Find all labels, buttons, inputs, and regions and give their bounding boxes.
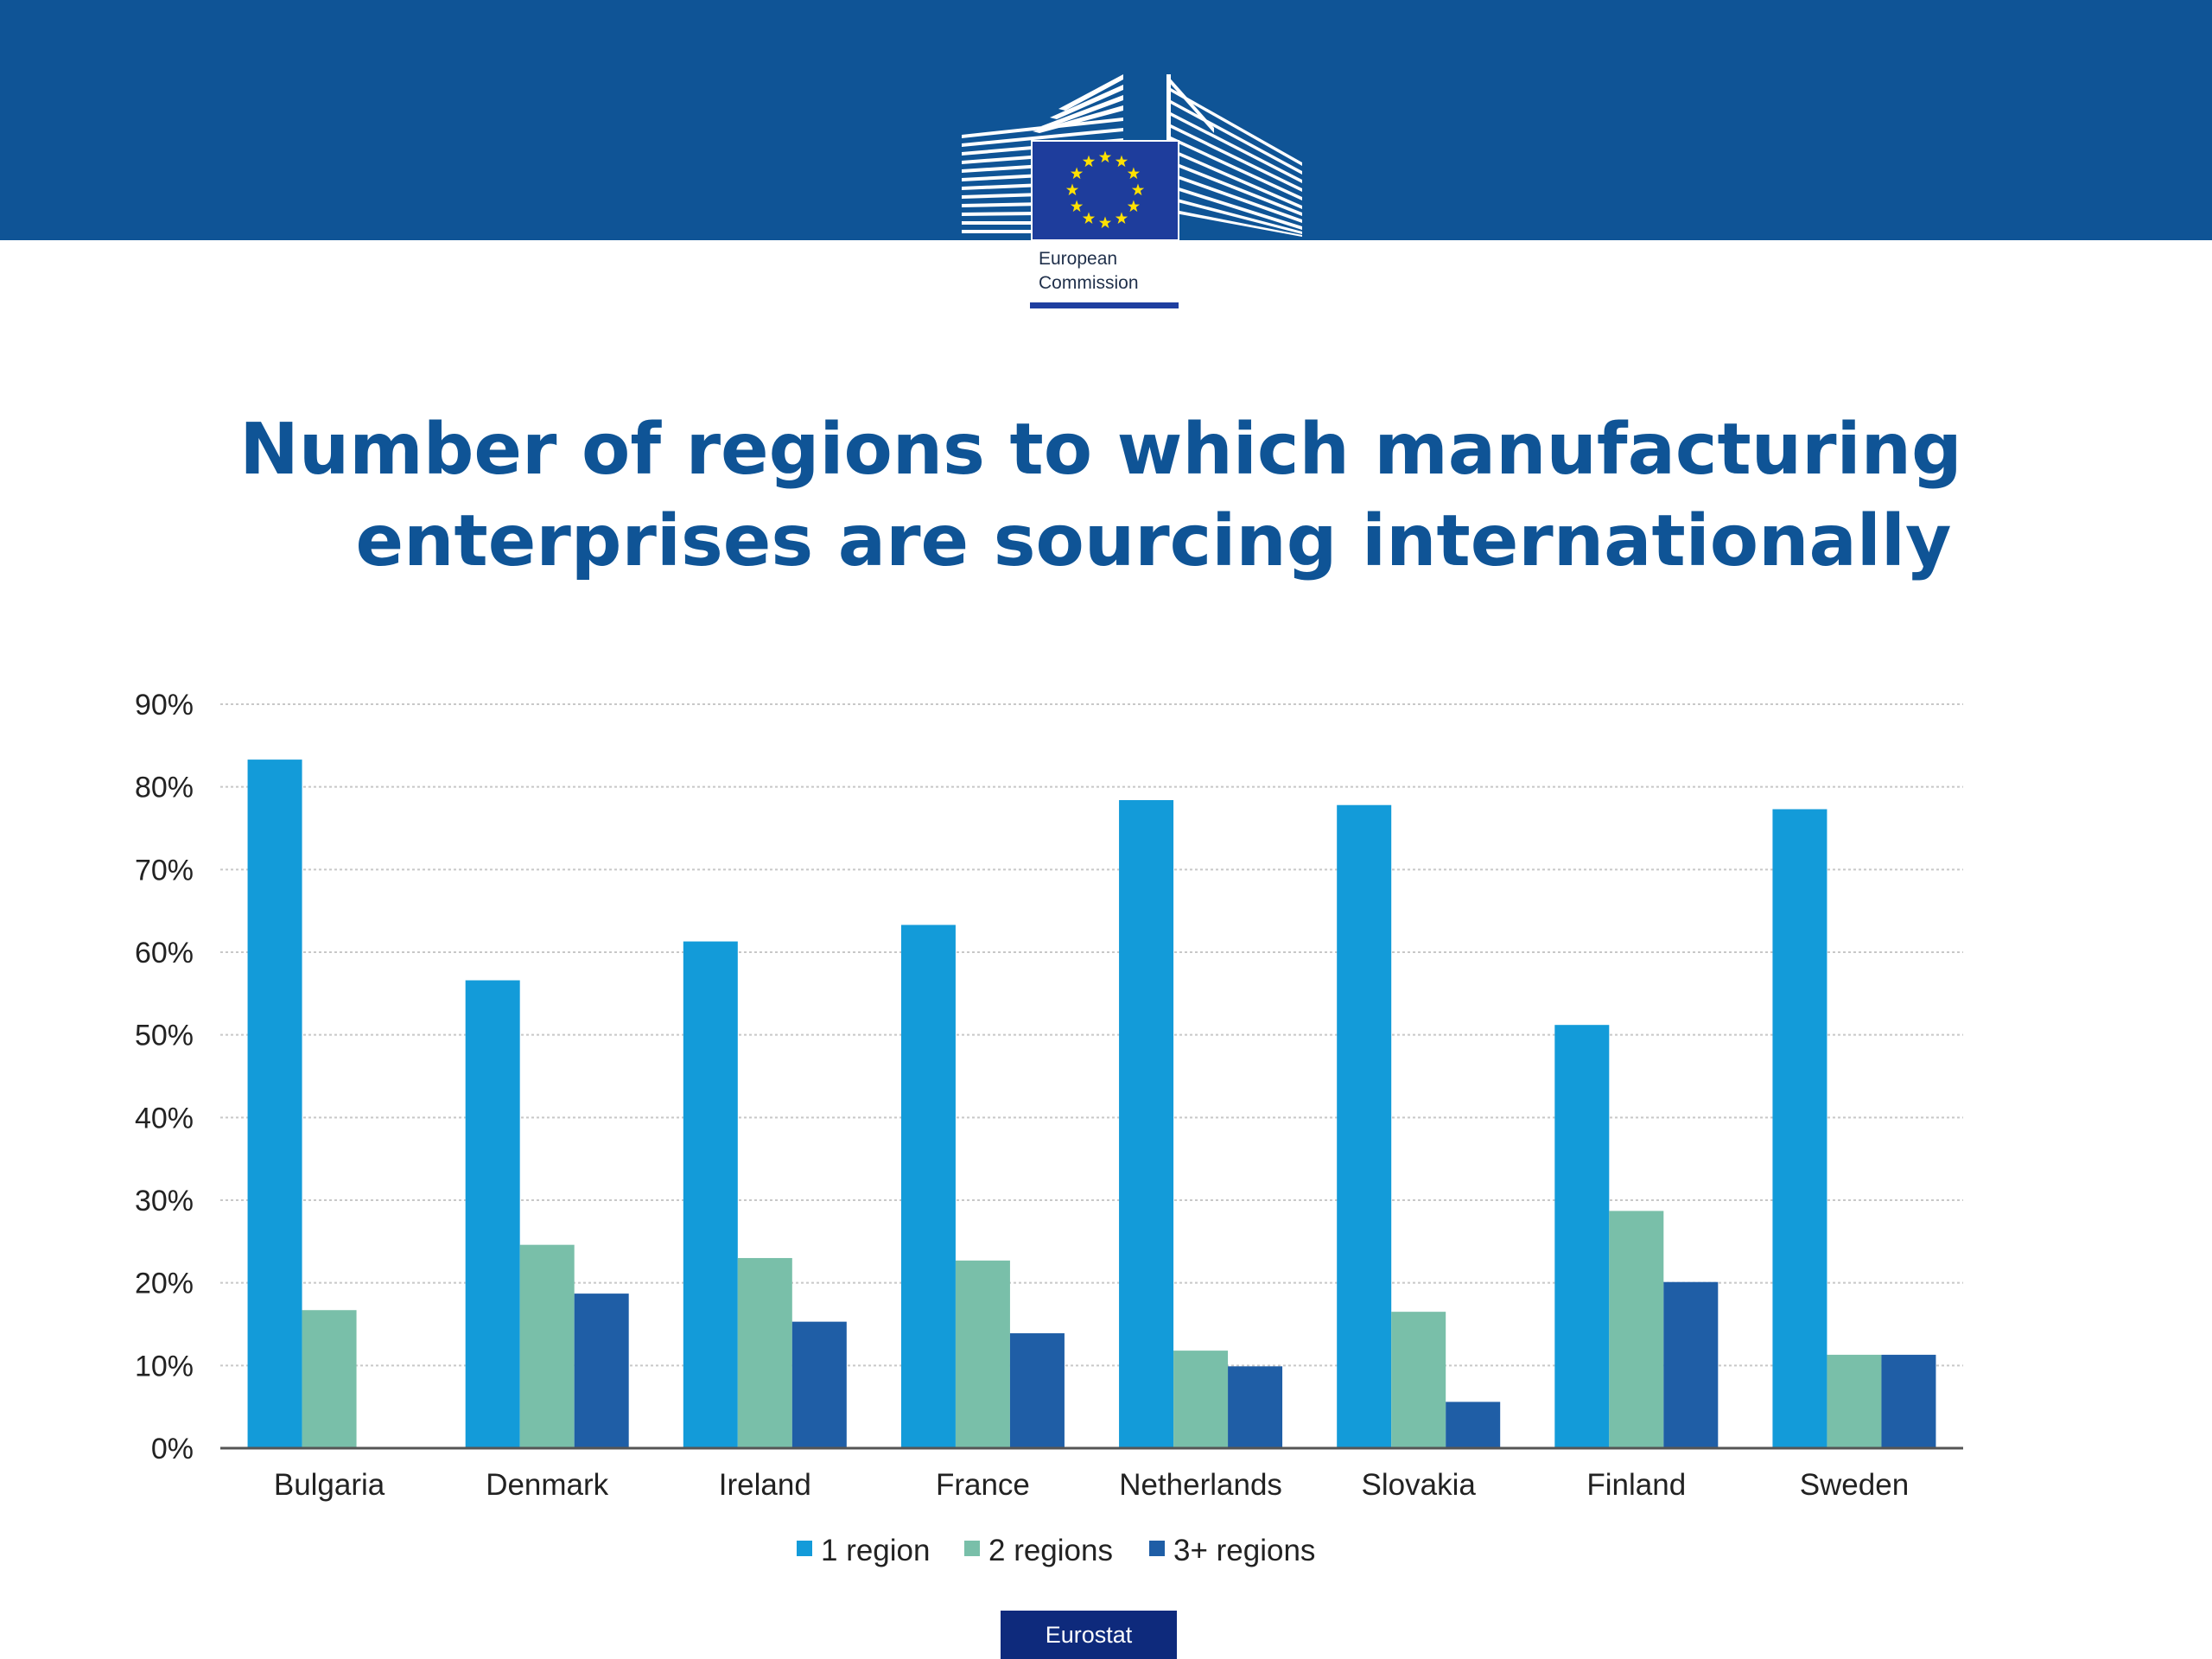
bars bbox=[247, 760, 1936, 1448]
chart-title: Number of regions to which manufacturing… bbox=[0, 404, 2212, 588]
y-tick-label: 40% bbox=[135, 1102, 194, 1135]
bar bbox=[247, 760, 302, 1448]
y-tick-label: 70% bbox=[135, 854, 194, 887]
eu-star bbox=[1065, 183, 1079, 196]
bar bbox=[1173, 1351, 1229, 1448]
legend-swatch bbox=[964, 1541, 980, 1556]
x-tick-label: Bulgaria bbox=[274, 1468, 385, 1502]
bar bbox=[791, 1321, 847, 1448]
bar bbox=[574, 1294, 629, 1448]
bar bbox=[1009, 1333, 1065, 1448]
y-tick-label: 60% bbox=[135, 937, 194, 969]
bar bbox=[1337, 804, 1392, 1448]
x-tick-label: Netherlands bbox=[1119, 1468, 1282, 1502]
chart-title-line1: Number of regions to which manufacturing bbox=[239, 409, 1962, 491]
eu-star bbox=[1098, 150, 1112, 163]
eu-star bbox=[1115, 212, 1128, 224]
legend-label: 1 region bbox=[821, 1534, 930, 1567]
y-tick-label: 50% bbox=[135, 1020, 194, 1052]
eu-star bbox=[1082, 155, 1096, 168]
eu-star bbox=[1070, 200, 1084, 213]
bar bbox=[955, 1260, 1010, 1448]
x-axis-labels: Bulgaria Denmark Ireland France Netherlands S… bbox=[274, 1468, 1909, 1502]
logo-underline bbox=[1030, 302, 1179, 308]
bar bbox=[1228, 1366, 1283, 1448]
chart-title-line2: enterprises are sourcing internationally bbox=[355, 500, 1952, 582]
eu-star bbox=[1070, 167, 1084, 180]
building-right-icon bbox=[1166, 74, 1302, 237]
bar bbox=[737, 1257, 792, 1448]
legend-label: 2 regions bbox=[988, 1534, 1113, 1567]
bar bbox=[683, 941, 738, 1448]
x-tick-label: France bbox=[936, 1468, 1030, 1502]
logo-text-line1: European bbox=[1039, 249, 1118, 269]
legend: 1 region 2 regions 3+ regions bbox=[797, 1534, 1315, 1567]
y-tick-label: 20% bbox=[135, 1268, 194, 1300]
legend-label: 3+ regions bbox=[1173, 1534, 1315, 1567]
eu-stars-icon bbox=[1065, 150, 1145, 229]
x-tick-label: Denmark bbox=[486, 1468, 608, 1502]
y-tick-label: 30% bbox=[135, 1185, 194, 1217]
eu-star bbox=[1115, 155, 1128, 168]
bar bbox=[1609, 1211, 1664, 1448]
bar bbox=[1391, 1312, 1446, 1448]
bar bbox=[1663, 1281, 1719, 1448]
eu-star bbox=[1127, 200, 1141, 213]
logo-text: European Commission bbox=[1039, 247, 1139, 296]
eu-star bbox=[1127, 167, 1141, 180]
legend-swatch bbox=[797, 1541, 812, 1556]
bar bbox=[1119, 799, 1174, 1448]
x-tick-label: Finland bbox=[1586, 1468, 1686, 1502]
legend-swatch bbox=[1149, 1541, 1165, 1556]
eu-star bbox=[1082, 212, 1096, 224]
european-commission-logo bbox=[962, 74, 1302, 315]
bar bbox=[1772, 809, 1827, 1448]
y-axis-ticks: 0% 10% 20% 30% 40% 50% 60% 70% 80% 90% bbox=[135, 689, 194, 1465]
bar bbox=[1554, 1025, 1610, 1448]
x-tick-label: Slovakia bbox=[1362, 1468, 1477, 1502]
eu-star bbox=[1131, 183, 1145, 196]
bar bbox=[1446, 1402, 1501, 1448]
eu-star bbox=[1098, 216, 1112, 229]
bar bbox=[519, 1244, 575, 1448]
x-tick-label: Sweden bbox=[1800, 1468, 1909, 1502]
bar bbox=[465, 980, 520, 1448]
y-tick-label: 10% bbox=[135, 1350, 194, 1382]
bar bbox=[1881, 1354, 1936, 1448]
y-tick-label: 0% bbox=[151, 1433, 194, 1465]
y-tick-label: 90% bbox=[135, 689, 194, 721]
bar bbox=[900, 925, 956, 1448]
eurostat-badge: Eurostat bbox=[1001, 1611, 1177, 1659]
y-tick-label: 80% bbox=[135, 772, 194, 804]
bar bbox=[1827, 1354, 1882, 1448]
x-tick-label: Ireland bbox=[719, 1468, 811, 1502]
bar bbox=[302, 1310, 357, 1448]
logo-text-line2: Commission bbox=[1039, 273, 1139, 293]
